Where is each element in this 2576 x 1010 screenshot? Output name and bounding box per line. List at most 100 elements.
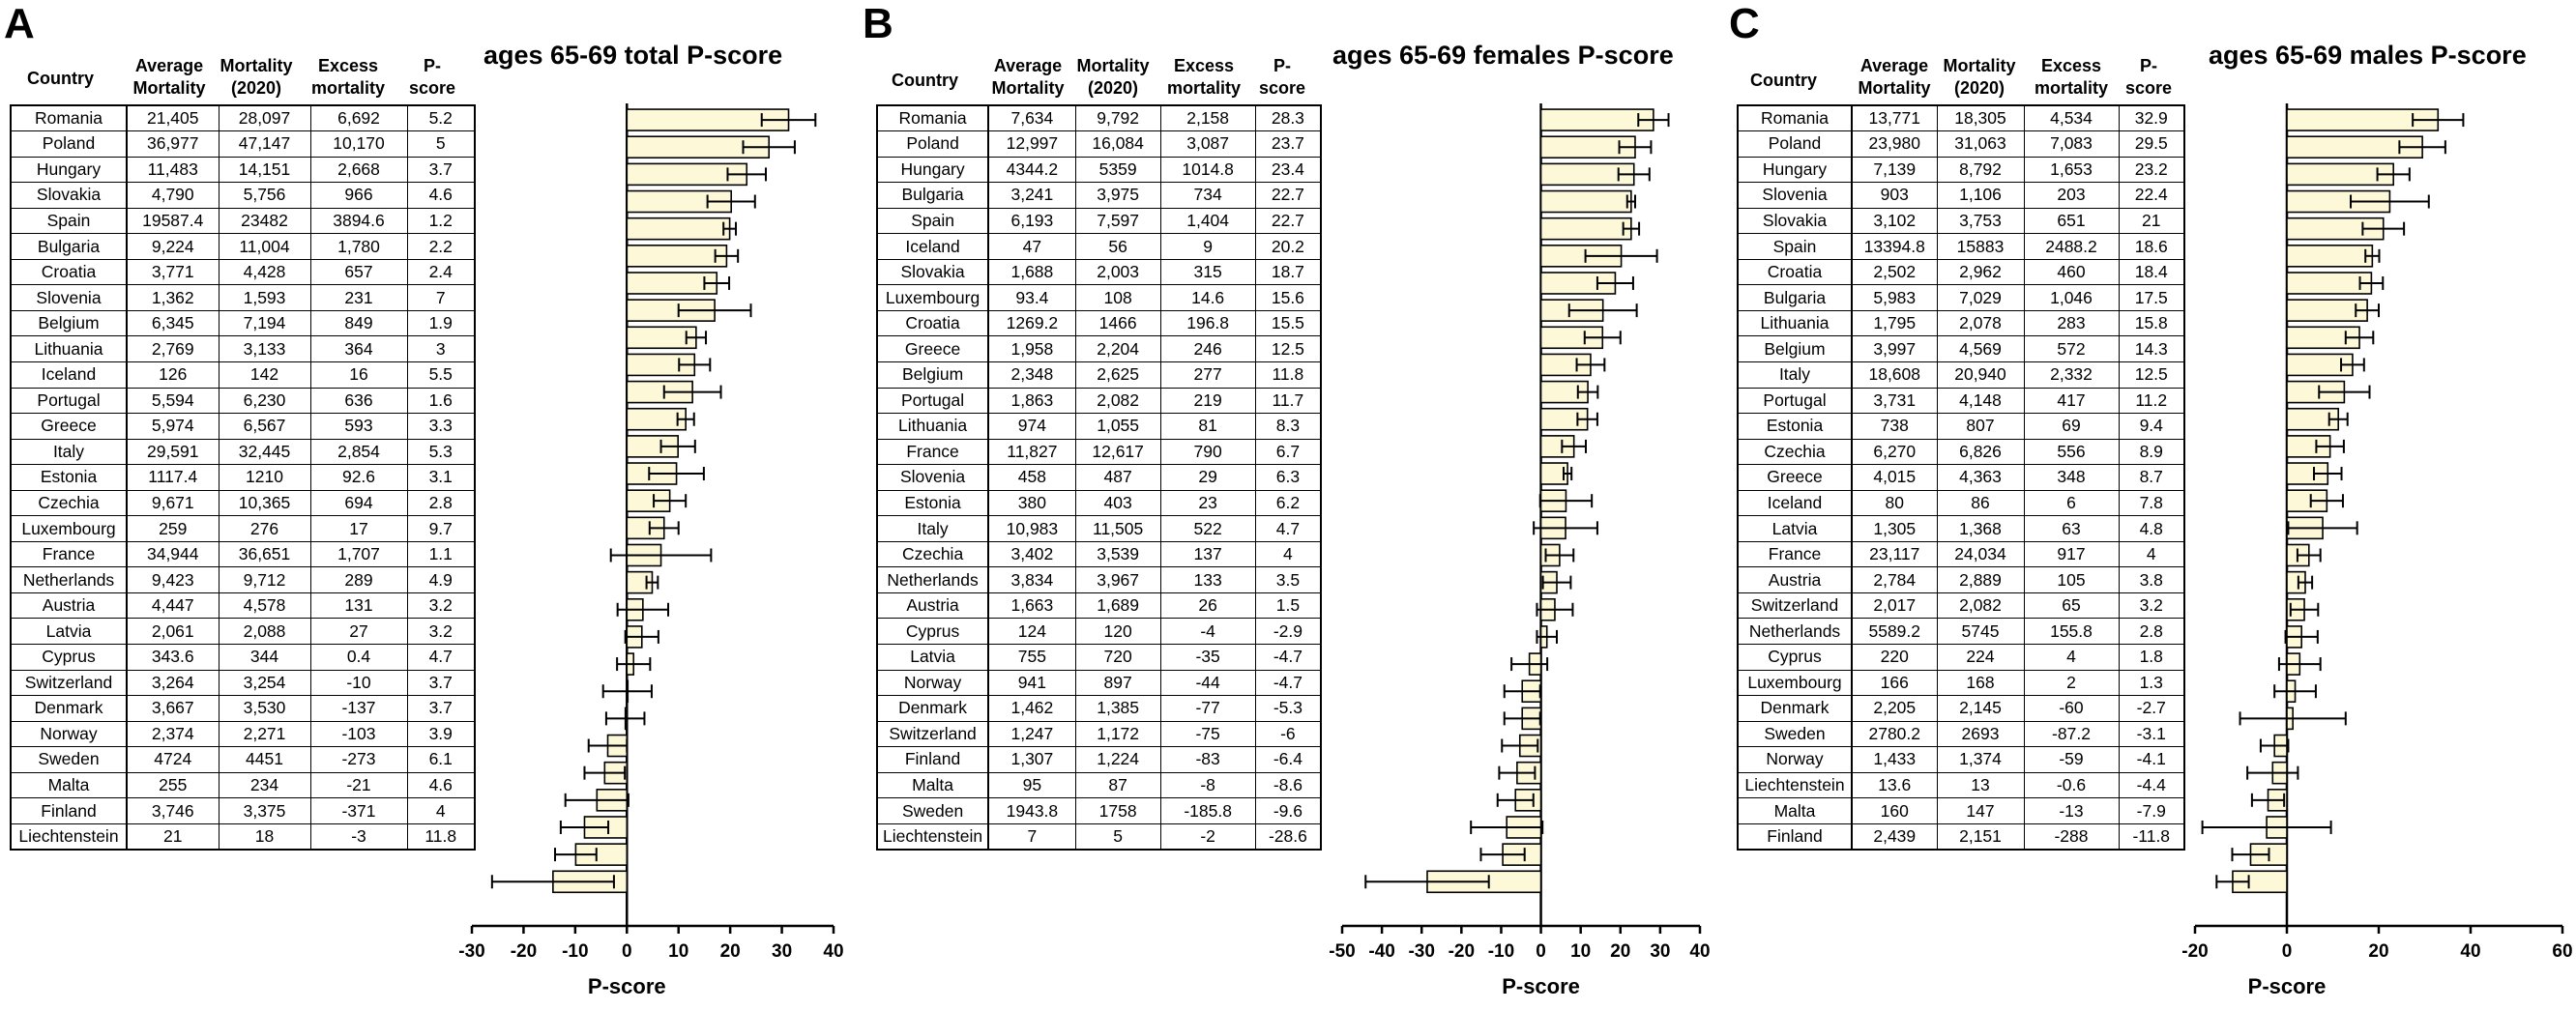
table-row: Slovenia 458 487 29 6.3	[877, 464, 1322, 491]
table-row: Lithuania 1,795 2,078 283 15.8	[1738, 310, 2185, 337]
cell-country: Cyprus	[1738, 644, 1853, 671]
table-row: Spain 13394.8 15883 2488.2 18.6	[1738, 233, 2185, 260]
cell-p-score: 6.2	[1255, 490, 1322, 517]
panel-a: A ages 65-69 total P-score Country Avera…	[0, 0, 851, 1010]
cell-p-score: 1.8	[2119, 644, 2185, 671]
cell-average-mortality: 11,827	[988, 439, 1076, 466]
cell-average-mortality: 1,433	[1852, 746, 1938, 773]
cell-mortality-2020: 9,712	[219, 566, 311, 593]
cell-average-mortality: 380	[988, 490, 1076, 517]
table-row: Denmark 2,205 2,145 -60 -2.7	[1738, 695, 2185, 722]
cell-mortality-2020: 4,578	[219, 592, 311, 620]
table-row: Slovakia 1,688 2,003 315 18.7	[877, 259, 1322, 286]
cell-excess-mortality: -83	[1160, 746, 1256, 773]
table-row: Bulgaria 9,224 11,004 1,780 2.2	[11, 233, 476, 260]
cell-average-mortality: 19587.4	[127, 208, 220, 235]
cell-country: Netherlands	[1738, 618, 1853, 645]
cell-excess-mortality: 203	[2024, 182, 2120, 209]
cell-mortality-2020: 9,792	[1075, 105, 1161, 132]
cell-mortality-2020: 36,651	[219, 541, 311, 568]
cell-p-score: 3.2	[2119, 592, 2185, 620]
cell-p-score: 15.6	[1255, 284, 1322, 311]
table-row: Slovakia 4,790 5,756 966 4.6	[11, 182, 476, 209]
cell-country: Luxembourg	[877, 284, 990, 311]
cell-excess-mortality: -137	[310, 695, 408, 722]
hdr-line: P-	[1273, 56, 1291, 75]
cell-average-mortality: 4344.2	[988, 157, 1076, 184]
cell-country: Belgium	[877, 361, 990, 389]
bar-chart: -30 -20 -10 0 10 20 30 40 P-score	[458, 103, 844, 998]
cell-mortality-2020: 147	[1937, 797, 2025, 824]
cell-average-mortality: 126	[127, 361, 220, 389]
cell-mortality-2020: 8,792	[1937, 157, 2025, 184]
table-row: France 23,117 24,034 917 4	[1738, 541, 2185, 568]
cell-excess-mortality: 155.8	[2024, 618, 2120, 645]
cell-country: Austria	[11, 592, 128, 620]
cell-excess-mortality: 1014.8	[1160, 157, 1256, 184]
cell-country: Spain	[877, 208, 990, 235]
cell-excess-mortality: 2,854	[310, 439, 408, 466]
cell-excess-mortality: 2,332	[2024, 361, 2120, 389]
cell-excess-mortality: 4,534	[2024, 105, 2120, 132]
cell-mortality-2020: 31,063	[1937, 130, 2025, 158]
cell-country: Slovakia	[11, 182, 128, 209]
cell-mortality-2020: 3,530	[219, 695, 311, 722]
cell-average-mortality: 2,374	[127, 721, 220, 748]
x-tick-label: 20	[720, 941, 741, 962]
hdr-line: Mortality	[1858, 78, 1931, 98]
cell-excess-mortality: 6	[2024, 490, 2120, 517]
cell-average-mortality: 95	[988, 772, 1076, 799]
cell-mortality-2020: 2,962	[1937, 259, 2025, 286]
cell-average-mortality: 5,594	[127, 388, 220, 415]
cell-average-mortality: 5,974	[127, 413, 220, 440]
cell-excess-mortality: 4	[2024, 644, 2120, 671]
table-row: Switzerland 3,264 3,254 -10 3.7	[11, 670, 476, 697]
cell-p-score: 12.5	[1255, 335, 1322, 362]
table-row: Romania 13,771 18,305 4,534 32.9	[1738, 105, 2185, 132]
cell-excess-mortality: 27	[310, 618, 408, 645]
cell-mortality-2020: 1,224	[1075, 746, 1161, 773]
cell-p-score: 4	[1255, 541, 1322, 568]
cell-mortality-2020: 10,365	[219, 490, 311, 517]
cell-mortality-2020: 3,133	[219, 335, 311, 362]
x-axis-label: P-score	[2248, 974, 2327, 998]
cell-p-score: 6.3	[1255, 464, 1322, 491]
cell-excess-mortality: -103	[310, 721, 408, 748]
x-axis-label: P-score	[1502, 974, 1580, 998]
cell-mortality-2020: 12,617	[1075, 439, 1161, 466]
cell-country: Poland	[877, 130, 990, 158]
cell-mortality-2020: 2,271	[219, 721, 311, 748]
table-row: Italy 18,608 20,940 2,332 12.5	[1738, 361, 2185, 389]
cell-mortality-2020: 4,363	[1937, 464, 2025, 491]
data-table: Romania 13,771 18,305 4,534 32.9 Poland 23,980…	[1737, 104, 2185, 851]
cell-p-score: 3.2	[407, 618, 476, 645]
table-row: Iceland 80 86 6 7.8	[1738, 490, 2185, 517]
cell-mortality-2020: 5745	[1937, 618, 2025, 645]
cell-p-score: 1.5	[1255, 592, 1322, 620]
panel-letter: B	[863, 0, 893, 47]
cell-p-score: 7.8	[2119, 490, 2185, 517]
cell-p-score: -6.4	[1255, 746, 1322, 773]
cell-average-mortality: 1943.8	[988, 797, 1076, 824]
table-row: Bulgaria 5,983 7,029 1,046 17.5	[1738, 284, 2185, 311]
col-header-excess-mortality: Excess mortality	[2024, 55, 2119, 100]
cell-excess-mortality: -13	[2024, 797, 2120, 824]
cell-country: Romania	[1738, 105, 1853, 132]
cell-p-score: 1.1	[407, 541, 476, 568]
cell-country: Netherlands	[877, 566, 990, 593]
cell-p-score: -6	[1255, 721, 1322, 748]
table-row: Estonia 738 807 69 9.4	[1738, 413, 2185, 440]
hdr-line: P-	[2140, 56, 2157, 75]
cell-mortality-2020: 15883	[1937, 233, 2025, 260]
cell-average-mortality: 6,345	[127, 310, 220, 337]
cell-p-score: 20.2	[1255, 233, 1322, 260]
cell-p-score: 8.9	[2119, 439, 2185, 466]
cell-average-mortality: 9,671	[127, 490, 220, 517]
cell-p-score: 4.6	[407, 182, 476, 209]
cell-country: Latvia	[1738, 515, 1853, 542]
cell-country: Norway	[877, 670, 990, 697]
table-row: Lithuania 2,769 3,133 364 3	[11, 335, 476, 362]
cell-excess-mortality: -60	[2024, 695, 2120, 722]
cell-excess-mortality: 657	[310, 259, 408, 286]
col-header-mortality-2020: Mortality (2020)	[1936, 55, 2023, 100]
